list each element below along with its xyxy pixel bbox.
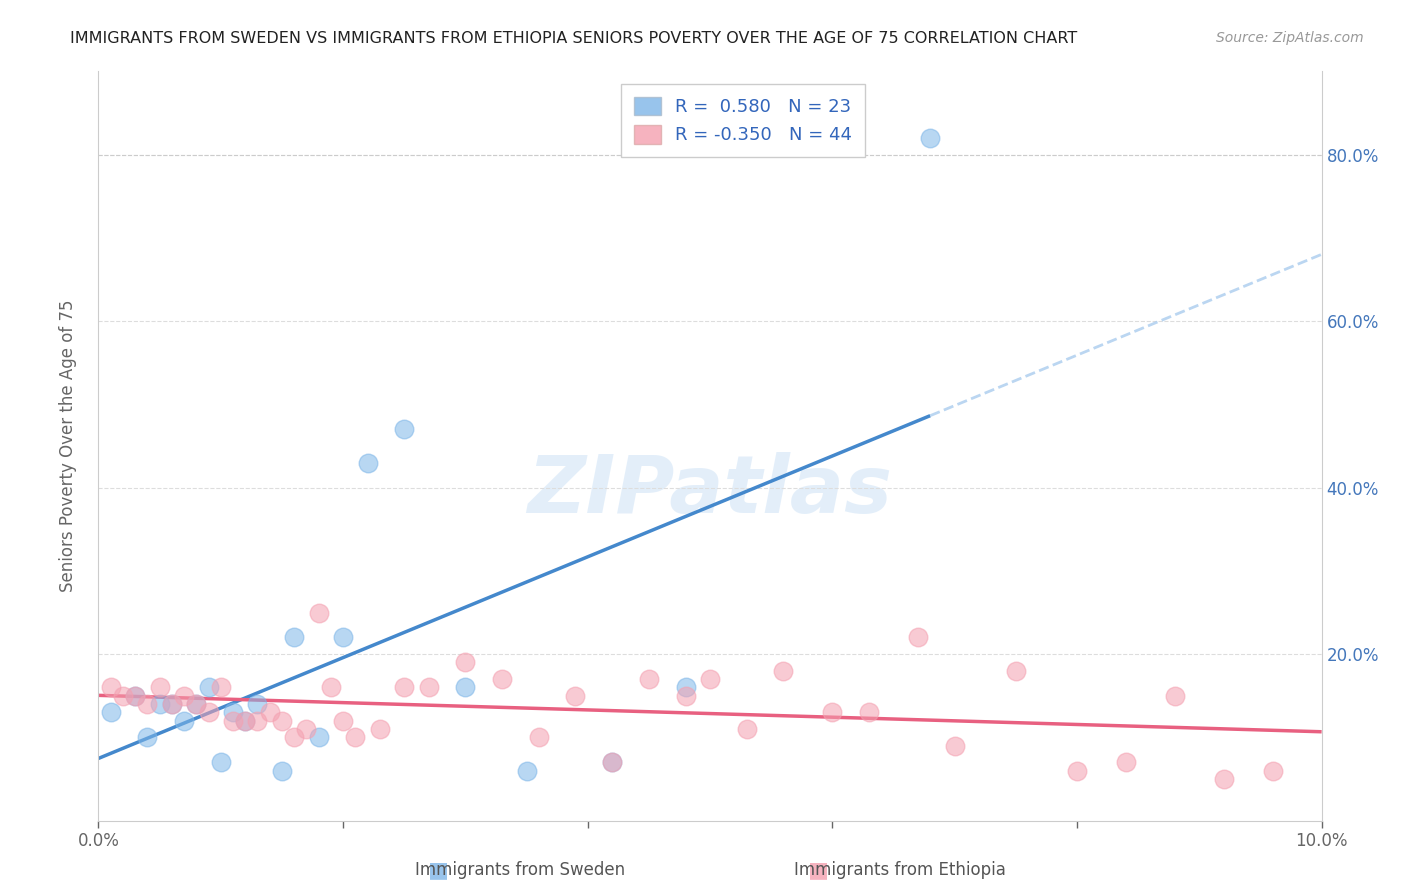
Point <box>418 681 440 695</box>
Point <box>368 722 391 736</box>
Point <box>735 722 758 736</box>
Text: IMMIGRANTS FROM SWEDEN VS IMMIGRANTS FROM ETHIOPIA SENIORS POVERTY OVER THE AGE : IMMIGRANTS FROM SWEDEN VS IMMIGRANTS FRO… <box>70 31 1077 46</box>
Point <box>222 714 245 728</box>
Point <box>858 706 880 720</box>
Point <box>516 764 538 778</box>
Point <box>173 714 195 728</box>
Point <box>136 697 159 711</box>
Point <box>197 681 219 695</box>
Text: ■: ■ <box>808 860 828 880</box>
Point <box>600 756 623 770</box>
Point <box>259 706 281 720</box>
Text: Immigrants from Ethiopia: Immigrants from Ethiopia <box>794 861 1005 879</box>
Point <box>124 689 146 703</box>
Point <box>1066 764 1088 778</box>
Point <box>454 656 477 670</box>
Point <box>173 689 195 703</box>
Point <box>136 731 159 745</box>
Point <box>392 422 416 436</box>
Point <box>637 672 661 686</box>
Point <box>270 764 292 778</box>
Point <box>392 681 416 695</box>
Legend: R =  0.580   N = 23, R = -0.350   N = 44: R = 0.580 N = 23, R = -0.350 N = 44 <box>621 84 865 157</box>
Point <box>283 731 305 745</box>
Point <box>920 131 942 145</box>
Point <box>821 706 844 720</box>
Point <box>160 697 183 711</box>
Point <box>283 631 305 645</box>
Point <box>1212 772 1234 786</box>
Point <box>209 756 232 770</box>
Point <box>1164 689 1187 703</box>
Y-axis label: Seniors Poverty Over the Age of 75: Seniors Poverty Over the Age of 75 <box>59 300 77 592</box>
Point <box>308 731 330 745</box>
Point <box>197 706 219 720</box>
Point <box>100 681 122 695</box>
Point <box>186 697 208 711</box>
Text: ■: ■ <box>429 860 449 880</box>
Point <box>491 672 513 686</box>
Point <box>332 631 354 645</box>
Point <box>600 756 623 770</box>
Point <box>454 681 477 695</box>
Text: ZIPatlas: ZIPatlas <box>527 452 893 530</box>
Point <box>160 697 183 711</box>
Point <box>246 714 269 728</box>
Point <box>233 714 256 728</box>
Point <box>332 714 354 728</box>
Point <box>943 739 966 753</box>
Point <box>209 681 232 695</box>
Point <box>699 672 721 686</box>
Point <box>233 714 256 728</box>
Text: Immigrants from Sweden: Immigrants from Sweden <box>415 861 626 879</box>
Point <box>124 689 146 703</box>
Point <box>270 714 292 728</box>
Point <box>1261 764 1284 778</box>
Point <box>149 681 172 695</box>
Point <box>1115 756 1137 770</box>
Point <box>222 706 245 720</box>
Point <box>907 631 929 645</box>
Point <box>319 681 342 695</box>
Point <box>100 706 122 720</box>
Point <box>1004 664 1026 678</box>
Point <box>186 697 208 711</box>
Point <box>675 681 697 695</box>
Point <box>772 664 794 678</box>
Point <box>308 606 330 620</box>
Point <box>356 456 378 470</box>
Point <box>111 689 134 703</box>
Point <box>344 731 367 745</box>
Text: Source: ZipAtlas.com: Source: ZipAtlas.com <box>1216 31 1364 45</box>
Point <box>527 731 550 745</box>
Point <box>246 697 269 711</box>
Point <box>564 689 586 703</box>
Point <box>675 689 697 703</box>
Point <box>149 697 172 711</box>
Point <box>295 722 318 736</box>
